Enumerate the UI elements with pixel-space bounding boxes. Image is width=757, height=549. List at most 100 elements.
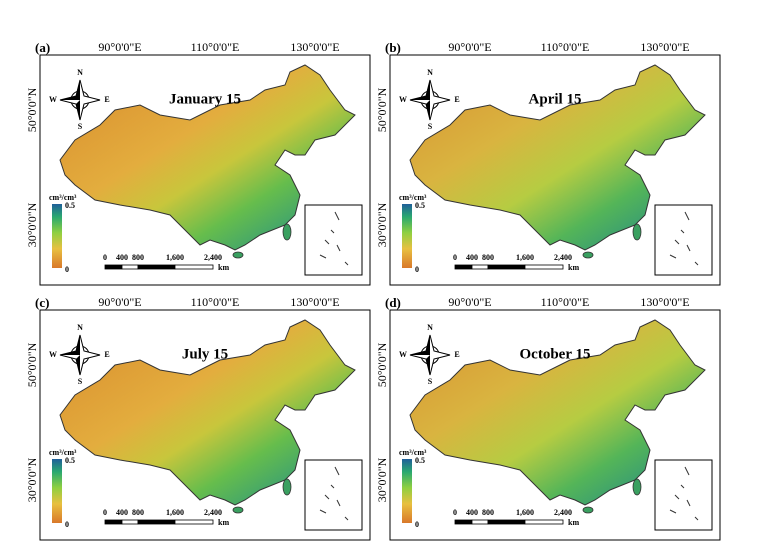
compass-e: E bbox=[454, 95, 459, 104]
scale-label: 800 bbox=[482, 253, 494, 262]
panel-title: January 15 bbox=[169, 91, 241, 107]
longitude-label: 110°0'0"E bbox=[541, 295, 590, 309]
colorbar bbox=[52, 459, 62, 523]
latitude-label: 50°0'0"N bbox=[375, 342, 389, 387]
compass-n: N bbox=[77, 323, 83, 332]
latitude-label: 30°0'0"N bbox=[25, 457, 39, 502]
scale-label: 2,400 bbox=[204, 253, 222, 262]
legend-max: 0.5 bbox=[65, 201, 75, 210]
latitude-label: 30°0'0"N bbox=[375, 202, 389, 247]
compass-w: W bbox=[399, 95, 407, 104]
scale-label: 400 bbox=[116, 508, 128, 517]
scale-segment bbox=[471, 264, 489, 270]
panel-label: (a) bbox=[35, 40, 50, 55]
compass-fill bbox=[60, 80, 100, 120]
inset-islands bbox=[669, 211, 699, 266]
scale-label: 2,400 bbox=[204, 508, 222, 517]
island bbox=[632, 223, 642, 241]
longitude-label: 130°0'0"E bbox=[290, 295, 339, 309]
compass-n: N bbox=[427, 323, 433, 332]
compass-s: S bbox=[428, 377, 433, 386]
map-panel: (b) April 15 90°0'0"E 110°0'0"E 130°0'0"E 50°… bbox=[375, 40, 721, 286]
compass-w: W bbox=[49, 350, 57, 359]
scale-segment bbox=[524, 264, 564, 270]
panel-label: (d) bbox=[385, 295, 401, 310]
island bbox=[632, 478, 642, 496]
longitude-label: 110°0'0"E bbox=[191, 40, 240, 54]
panel-label: (b) bbox=[385, 40, 401, 55]
scale-segment bbox=[121, 264, 139, 270]
scale-segment bbox=[454, 264, 473, 270]
compass-fill bbox=[410, 80, 450, 120]
scale-label: 0 bbox=[103, 508, 107, 517]
compass-s: S bbox=[78, 377, 83, 386]
island bbox=[232, 251, 244, 259]
longitude-label: 90°0'0"E bbox=[448, 40, 491, 54]
scale-label: 1,600 bbox=[166, 253, 184, 262]
latitude-label: 50°0'0"N bbox=[25, 342, 39, 387]
legend-min: 0 bbox=[415, 520, 419, 529]
scale-segment bbox=[104, 264, 123, 270]
panel-label: (c) bbox=[35, 295, 49, 310]
legend-unit: cm³/cm³ bbox=[399, 448, 427, 457]
country-map bbox=[59, 319, 356, 506]
legend-min: 0 bbox=[65, 520, 69, 529]
compass-fill bbox=[60, 335, 100, 375]
inset-islands bbox=[319, 211, 349, 266]
colorbar bbox=[402, 204, 412, 268]
compass-fill bbox=[410, 335, 450, 375]
scale-label: 0 bbox=[453, 508, 457, 517]
scale-unit: km bbox=[568, 518, 579, 527]
inset-frame bbox=[654, 459, 713, 531]
legend-max: 0.5 bbox=[415, 456, 425, 465]
latitude-label: 50°0'0"N bbox=[375, 87, 389, 132]
scale-label: 2,400 bbox=[554, 253, 572, 262]
longitude-label: 90°0'0"E bbox=[98, 40, 141, 54]
legend-unit: cm³/cm³ bbox=[49, 193, 77, 202]
longitude-label: 130°0'0"E bbox=[640, 295, 689, 309]
legend-max: 0.5 bbox=[415, 201, 425, 210]
scale-label: 800 bbox=[132, 253, 144, 262]
legend-min: 0 bbox=[415, 265, 419, 274]
scale-label: 1,600 bbox=[516, 508, 534, 517]
scale-label: 0 bbox=[103, 253, 107, 262]
scale-label: 400 bbox=[466, 508, 478, 517]
scale-segment bbox=[454, 519, 473, 525]
scale-segment bbox=[137, 264, 176, 270]
scale-segment bbox=[104, 519, 123, 525]
scale-segment bbox=[524, 519, 564, 525]
map-panel: (c) July 15 90°0'0"E 110°0'0"E 130°0'0"E 50°0… bbox=[25, 295, 371, 541]
inset-frame bbox=[304, 459, 363, 531]
island bbox=[582, 506, 594, 514]
compass-e: E bbox=[454, 350, 459, 359]
inset-islands bbox=[319, 466, 349, 521]
latitude-label: 30°0'0"N bbox=[375, 457, 389, 502]
map-panel: (d) October 15 90°0'0"E 110°0'0"E 130°0'0"E 5… bbox=[375, 295, 721, 541]
compass-w: W bbox=[49, 95, 57, 104]
inset-frame bbox=[304, 204, 363, 276]
scale-label: 400 bbox=[466, 253, 478, 262]
compass-s: S bbox=[428, 122, 433, 131]
map-panel: (a) January 15 90°0'0"E 110°0'0"E 130°0'0"E 5… bbox=[25, 40, 371, 286]
island bbox=[282, 223, 292, 241]
scale-label: 800 bbox=[482, 508, 494, 517]
inset-frame bbox=[654, 204, 713, 276]
legend-max: 0.5 bbox=[65, 456, 75, 465]
scale-label: 0 bbox=[453, 253, 457, 262]
longitude-label: 90°0'0"E bbox=[448, 295, 491, 309]
panel-title: July 15 bbox=[182, 346, 228, 362]
legend-unit: cm³/cm³ bbox=[399, 193, 427, 202]
colorbar bbox=[402, 459, 412, 523]
scale-label: 1,600 bbox=[516, 253, 534, 262]
scale-segment bbox=[174, 519, 214, 525]
compass-n: N bbox=[427, 68, 433, 77]
panel-title: October 15 bbox=[520, 346, 591, 362]
compass-e: E bbox=[104, 350, 109, 359]
inset-islands bbox=[669, 466, 699, 521]
scale-segment bbox=[137, 519, 176, 525]
compass-s: S bbox=[78, 122, 83, 131]
longitude-label: 110°0'0"E bbox=[541, 40, 590, 54]
scale-segment bbox=[487, 264, 526, 270]
country-map bbox=[409, 64, 706, 251]
